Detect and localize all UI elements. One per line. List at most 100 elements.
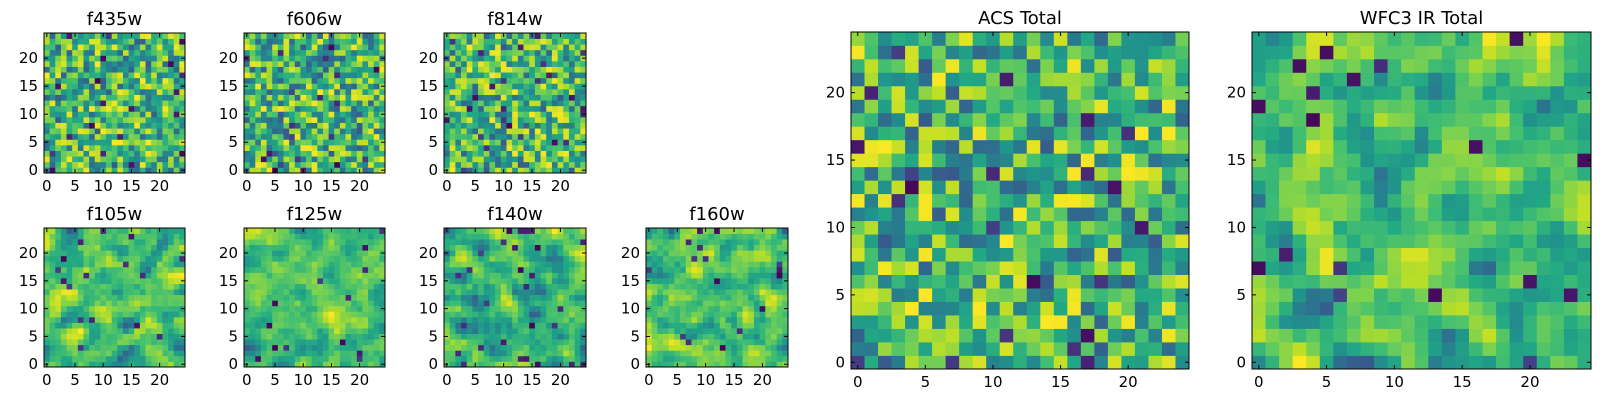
heatmap-cell — [100, 77, 107, 84]
heatmap-cell — [139, 239, 146, 246]
heatmap-cell — [546, 294, 553, 301]
heatmap-cell — [294, 111, 301, 118]
heatmap-cell — [145, 272, 152, 279]
heatmap-cell — [472, 261, 479, 268]
heatmap-cell — [461, 72, 468, 79]
heatmap-cell — [322, 122, 329, 129]
heatmap-cell — [959, 342, 974, 356]
heatmap-cell — [765, 244, 772, 251]
heatmap-cell — [272, 355, 279, 362]
heatmap-cell — [351, 344, 358, 351]
heatmap-cell — [668, 255, 675, 262]
heatmap-cell — [249, 339, 256, 346]
heatmap-cell — [317, 117, 324, 123]
heatmap-cell — [49, 61, 56, 67]
heatmap-cell — [702, 316, 709, 323]
heatmap-cell — [151, 89, 158, 95]
heatmap-cell — [483, 261, 490, 268]
heatmap-cell — [714, 283, 721, 290]
heatmap-cell — [334, 33, 341, 39]
heatmap-cell — [725, 316, 732, 323]
heatmap-cell — [306, 105, 313, 112]
heatmap-cell — [725, 333, 732, 340]
heatmap-cell — [100, 333, 107, 340]
heatmap-cell — [277, 100, 284, 107]
heatmap-cell — [719, 250, 726, 257]
heatmap-cell — [249, 300, 256, 307]
heatmap-cell — [351, 122, 358, 129]
heatmap-cell — [134, 89, 141, 95]
heatmap-cell — [134, 239, 141, 246]
heatmap-cell — [277, 228, 284, 234]
heatmap-cell — [162, 350, 169, 357]
heatmap-cell — [322, 316, 329, 323]
heatmap-cell — [455, 94, 462, 101]
heatmap-cell — [156, 278, 163, 284]
heatmap-cell — [345, 278, 352, 284]
heatmap-cell — [731, 322, 738, 329]
heatmap-cell — [294, 77, 301, 84]
heatmap-cell — [89, 228, 96, 234]
heatmap-cell — [134, 255, 141, 262]
heatmap-cell — [122, 55, 129, 62]
heatmap-cell — [449, 261, 456, 268]
heatmap-cell — [345, 128, 352, 135]
heatmap-cell — [311, 133, 318, 140]
heatmap-cell — [351, 283, 358, 290]
heatmap-cell — [317, 228, 324, 234]
heatmap-cell — [517, 83, 524, 90]
heatmap-cell — [851, 301, 865, 316]
heatmap-cell — [306, 255, 313, 262]
heatmap-cell — [1053, 220, 1068, 235]
heatmap-cell — [1161, 166, 1176, 181]
heatmap-cell — [306, 289, 313, 296]
heatmap-cell — [999, 153, 1014, 168]
heatmap-cell — [759, 355, 766, 362]
heatmap-cell — [334, 111, 341, 118]
heatmap-cell — [94, 272, 101, 279]
heatmap-cell — [523, 128, 530, 135]
heatmap-cell — [111, 38, 118, 45]
heatmap-cell — [495, 244, 502, 251]
heatmap-cell — [145, 261, 152, 268]
heatmap-cell — [534, 105, 541, 112]
heatmap-cell — [1094, 220, 1109, 235]
heatmap-cell — [1013, 328, 1028, 343]
heatmap-cell — [289, 83, 296, 90]
heatmap-cell — [495, 150, 502, 157]
heatmap-cell — [128, 316, 135, 323]
heatmap-cell — [373, 328, 380, 334]
heatmap-cell — [244, 255, 250, 262]
heatmap-cell — [540, 94, 547, 101]
heatmap-cell — [122, 272, 129, 279]
heatmap-cell — [162, 128, 169, 135]
heatmap-cell — [483, 105, 490, 112]
heatmap-cell — [55, 117, 62, 123]
heatmap-cell — [568, 122, 575, 129]
heatmap-cell — [697, 266, 704, 273]
heatmap-cell — [44, 38, 50, 45]
heatmap-cell — [368, 311, 375, 318]
heatmap-cell — [534, 49, 541, 56]
heatmap-cell — [100, 111, 107, 118]
heatmap-cell — [311, 322, 318, 329]
heatmap-cell — [551, 272, 558, 279]
heatmap-cell — [986, 166, 1001, 181]
heatmap-cell — [523, 361, 530, 368]
heatmap-cell — [111, 283, 118, 290]
heatmap-cell — [999, 180, 1014, 195]
heatmap-cell — [517, 44, 524, 51]
heatmap-cell — [449, 117, 456, 123]
heatmap-cell — [697, 255, 704, 262]
heatmap-cell — [72, 255, 79, 262]
heatmap-cell — [512, 66, 519, 73]
heatmap-cell — [472, 272, 479, 279]
heatmap-cell — [100, 311, 107, 318]
heatmap-cell — [674, 239, 681, 246]
heatmap-cell — [373, 339, 380, 346]
heatmap-cell — [449, 278, 456, 284]
heatmap-cell — [249, 278, 256, 284]
heatmap-cell — [289, 111, 296, 118]
heatmap-cell — [173, 38, 180, 45]
